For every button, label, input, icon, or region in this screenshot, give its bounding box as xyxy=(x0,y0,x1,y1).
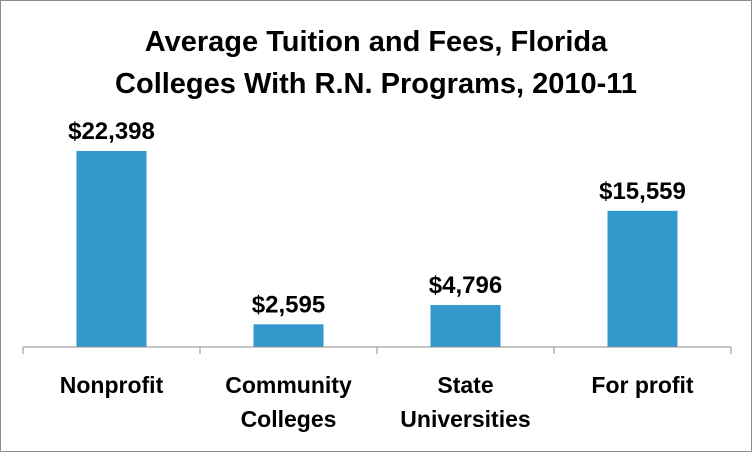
bar xyxy=(253,324,324,347)
x-tick-label: State Universities xyxy=(400,372,530,432)
data-label: $15,559 xyxy=(599,178,686,205)
x-tick-labels: Nonprofit Community Colleges State Universit… xyxy=(60,372,694,432)
bar xyxy=(607,210,678,347)
chart-title: Average Tuition and Fees, Florida Colleg… xyxy=(115,26,637,100)
x-tick-label: Community Colleges xyxy=(225,372,352,432)
data-label: $4,796 xyxy=(429,272,502,299)
bar xyxy=(430,305,501,347)
bar xyxy=(76,151,147,347)
x-tick-label: Nonprofit xyxy=(60,372,164,398)
x-axis xyxy=(22,346,732,354)
data-labels: $22,398 $2,595 $4,796 $15,559 xyxy=(68,118,686,318)
x-tick-label: For profit xyxy=(591,372,694,398)
data-label: $2,595 xyxy=(252,291,325,318)
chart-title-line-2: Colleges With R.N. Programs, 2010-11 xyxy=(115,68,637,100)
bar-series xyxy=(76,151,678,347)
data-label: $22,398 xyxy=(68,118,155,145)
chart-title-line-1: Average Tuition and Fees, Florida xyxy=(145,26,608,58)
